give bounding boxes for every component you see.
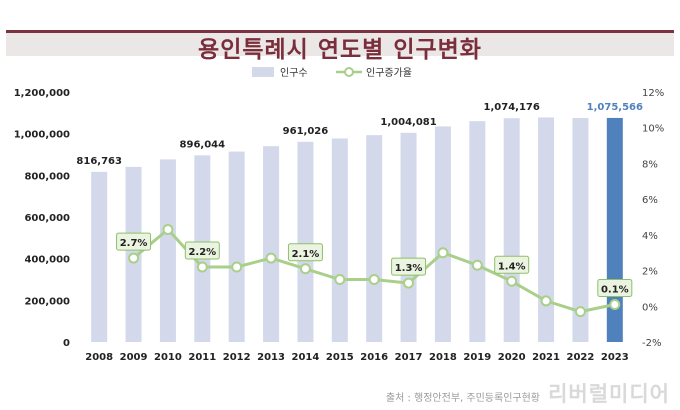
y-right-tick-label: 6% bbox=[642, 195, 658, 206]
bar-value-label: 1,075,566 bbox=[587, 102, 643, 113]
growth-label: 1.3% bbox=[395, 263, 423, 274]
growth-label-box bbox=[287, 243, 323, 262]
growth-rate-point bbox=[368, 274, 380, 285]
y-left-tick-label: 1,000,000 bbox=[14, 130, 70, 141]
growth-rate-point bbox=[437, 247, 449, 259]
growth-label: 0.1% bbox=[601, 285, 629, 296]
growth-label-box bbox=[184, 241, 220, 260]
growth-rate-point bbox=[574, 306, 586, 318]
bar-population bbox=[228, 151, 245, 342]
bar-population bbox=[469, 121, 486, 343]
growth-rate-point bbox=[128, 252, 140, 264]
bar-population bbox=[91, 171, 108, 342]
source-note: 출처 : 행정안전부, 주민등록인구현황 bbox=[385, 393, 540, 404]
growth-label: 2.1% bbox=[292, 249, 320, 260]
y-right-tick-label: 8% bbox=[642, 159, 658, 170]
bar-value-label: 816,763 bbox=[76, 156, 122, 167]
growth-rate-point bbox=[540, 295, 552, 307]
growth-rate-point bbox=[231, 261, 243, 273]
growth-label: 2.7% bbox=[120, 238, 148, 249]
y-right-tick-label: 4% bbox=[642, 231, 658, 242]
bar-value-label: 1,004,081 bbox=[380, 117, 436, 128]
y-right-tick-label: 10% bbox=[642, 124, 664, 135]
growth-rate-point bbox=[196, 261, 208, 273]
legend-label-growth: 인구증가율 bbox=[366, 67, 412, 79]
title-banner: 용인특례시 연도별 인구변화 bbox=[6, 14, 674, 72]
growth-rate-point bbox=[609, 299, 621, 310]
legend-marker-growth bbox=[344, 67, 354, 77]
x-tick-label: 2008 bbox=[85, 352, 113, 363]
title-band-accent bbox=[6, 30, 674, 33]
growth-rate-point bbox=[265, 252, 277, 264]
x-tick-label: 2015 bbox=[326, 352, 354, 363]
x-tick-label: 2012 bbox=[223, 352, 251, 363]
bar-population bbox=[503, 118, 520, 342]
x-tick-label: 2018 bbox=[429, 352, 457, 363]
bar-population bbox=[366, 135, 383, 342]
bar-value-label: 1,074,176 bbox=[484, 102, 540, 113]
bar-population bbox=[159, 159, 176, 342]
legend-label-population: 인구수 bbox=[280, 67, 308, 79]
bar-population bbox=[331, 138, 348, 342]
x-tick-label: 2010 bbox=[154, 352, 182, 363]
growth-rate-point bbox=[471, 259, 483, 271]
growth-label: 2.2% bbox=[188, 247, 216, 258]
y-right-tick-label: 0% bbox=[642, 302, 658, 313]
y-left-tick-label: 400,000 bbox=[24, 255, 70, 266]
growth-rate-point bbox=[299, 263, 311, 275]
x-tick-label: 2022 bbox=[567, 352, 595, 363]
x-tick-label: 2019 bbox=[463, 352, 491, 363]
growth-rate-point bbox=[403, 277, 415, 289]
x-tick-label: 2017 bbox=[395, 352, 423, 363]
growth-rate-point bbox=[334, 274, 346, 285]
y-left-tick-label: 0 bbox=[63, 338, 70, 349]
bar-value-label: 961,026 bbox=[283, 126, 329, 137]
legend-swatch-population bbox=[252, 67, 274, 77]
y-left-tick-label: 800,000 bbox=[24, 171, 70, 182]
chart-title: 용인특례시 연도별 인구변화 bbox=[198, 37, 482, 63]
growth-label: 1.4% bbox=[498, 261, 526, 272]
y-left-tick-label: 200,000 bbox=[24, 296, 70, 307]
bar-population bbox=[434, 126, 451, 342]
bar-population bbox=[400, 132, 417, 342]
growth-rate-point bbox=[162, 224, 174, 235]
y-right-tick-label: 12% bbox=[642, 88, 664, 99]
growth-label-box bbox=[116, 232, 152, 251]
watermark: 리버럴미디어 bbox=[548, 382, 670, 406]
y-right-tick-label: -2% bbox=[642, 338, 661, 349]
growth-label-box bbox=[494, 255, 530, 274]
bar-value-label: 896,044 bbox=[180, 139, 226, 150]
x-tick-label: 2009 bbox=[120, 352, 148, 363]
y-right-tick-label: 2% bbox=[642, 267, 658, 278]
x-tick-label: 2023 bbox=[601, 352, 629, 363]
bar-population bbox=[538, 117, 555, 343]
bar-population bbox=[297, 141, 314, 342]
x-tick-label: 2021 bbox=[532, 352, 560, 363]
growth-label-box bbox=[391, 257, 427, 276]
x-tick-label: 2020 bbox=[498, 352, 526, 363]
growth-rate-point bbox=[506, 275, 518, 287]
y-left-tick-label: 600,000 bbox=[24, 213, 70, 224]
title-band bbox=[6, 30, 674, 56]
y-left-tick-label: 1,200,000 bbox=[14, 88, 70, 99]
bar-population bbox=[263, 146, 280, 342]
growth-label-box bbox=[597, 279, 633, 297]
x-tick-label: 2013 bbox=[257, 352, 285, 363]
x-tick-label: 2014 bbox=[292, 352, 320, 363]
x-tick-label: 2011 bbox=[188, 352, 216, 363]
bar-population bbox=[572, 118, 589, 343]
x-tick-label: 2016 bbox=[360, 352, 388, 363]
